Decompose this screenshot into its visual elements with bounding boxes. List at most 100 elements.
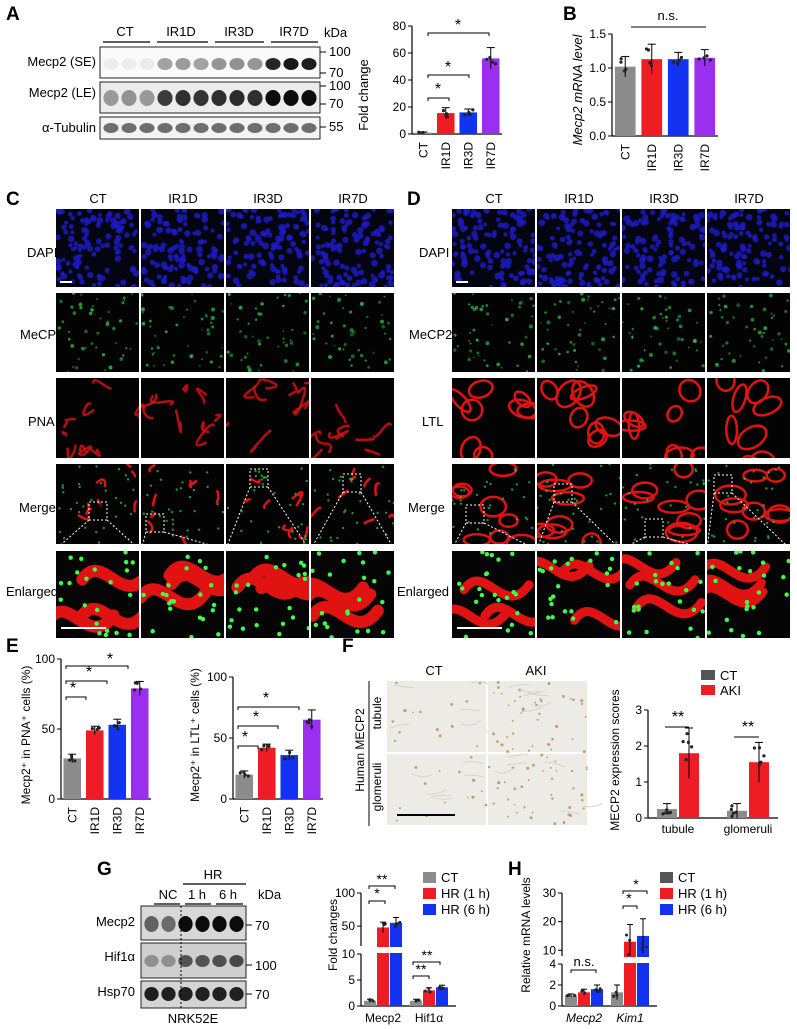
bar-f-glomeruli-aki [749,762,769,818]
chart-g-legend-hr6: HR (6 h) [441,902,490,917]
micro-c-ir3d-row4 [226,551,309,638]
chart-h-legend-hr6: HR (6 h) [678,902,727,917]
xtick-label-e1-ir1d: IR1D [88,807,102,835]
bar-e2-ir7d [302,719,321,799]
xtick-label-e2-ir1d: IR1D [260,807,274,835]
micro-c-ir7d-row0 [311,209,394,287]
chart-e-ltl: 0 50 100 CT IR1D IR3D IR7D [207,670,323,834]
micro-c-ct-row3 [56,464,139,544]
blot-a-strip-le [99,81,321,114]
blot-g-6h: 6 h [219,887,237,902]
ytick-label-e2-2: 100 [207,670,227,684]
micro-d-ct-row1 [452,293,535,372]
ytick-label-f-0: 0 [635,811,642,825]
xtick-label-b-ir1d: IR1D [645,144,659,172]
ytick-label-h-low-2: 4 [549,957,556,971]
chart-a-fold-change: 0 20 40 60 80 CT IR1D IR3D IR7D [393,19,502,169]
panel-d-row-mecp2: MeCP2 [409,327,452,342]
chart-a-ylabel: Fold change [356,59,371,131]
xtick-label-a-ir3d: IR3D [461,142,475,170]
xtick-label-g-0: Mecp2 [365,1011,401,1025]
chart-f-sig-tubule: ** [672,709,684,726]
panel-f-col-aki: AKI [526,663,547,678]
chart-g-sig-1: * [374,885,380,901]
blot-a-row-se: Mecp2 (SE) [27,54,96,69]
micro-d-ir3d-row1 [622,293,705,372]
bar-h-0-0 [565,995,577,1006]
ytick-label-h-high-2: 30 [543,886,557,900]
ytick-label-e1-0: 0 [48,792,55,806]
blot-a-group-ir1d: IR1D [166,24,196,39]
xtick-label-f-tubule: tubule [662,822,695,836]
chart-f-scores: 0 1 2 3 tubule glomeruli [635,703,778,836]
xtick-label-e2-ir3d: IR3D [282,807,296,835]
micro-d-ir1d-row3 [537,464,620,544]
bar-g-0-2 [390,922,402,1006]
blot-g-kda: kDa [258,887,282,902]
bar-a-ir3d [459,112,478,134]
chart-e1-ylabel: Mecp2⁺ in PNA⁺ cells (%) [19,666,33,805]
blot-g-marker-100: 100 [255,958,277,973]
ytick-label-a-0: 0 [399,127,406,141]
panel-c-row-enlarged: Enlarged [6,584,58,599]
panel-c-image-grid [55,209,395,638]
chart-b-ylabel: Mecp2 mRNA level [570,34,585,146]
micro-c-ir3d-row1 [226,293,309,372]
ytick-label-f-2: 2 [635,739,642,753]
micro-c-ir3d-row3 [226,464,309,544]
micro-c-ir1d-row1 [141,293,224,372]
chart-e2-sig-2: * [253,709,259,726]
panel-a-blot: CT IR1D IR3D IR7D kDa Mecp2 (SE) Mecp2 (… [27,24,351,140]
panel-letter-b: B [563,4,577,25]
micro-d-ir3d-row2 [622,378,705,458]
blot-g-cell-line: NRK52E [168,1011,219,1026]
chart-f-ylabel: MECP2 expression scores [608,689,622,830]
bar-e2-ir1d [257,747,276,799]
chart-e1-sig-1: * [70,680,76,697]
panel-d-image-grid [451,209,791,638]
panel-f-legend-aki: AKI [720,683,741,698]
panel-d-col-ct: CT [485,191,502,206]
panel-d-col-ir7d: IR7D [734,191,764,206]
xtick-label-a-ct: CT [416,141,430,158]
bar-f-tubule-aki [679,753,699,818]
blot-g-marker-70b: 70 [255,987,269,1002]
ytick-label-a-4: 80 [393,19,407,33]
chart-a-sig-1: * [435,81,441,98]
chart-g-legend: CT HR (1 h) HR (6 h) [423,870,490,917]
chart-g-ylabel: Fold changes [326,899,340,971]
chart-b-mrna-level: 0.0 0.5 1.0 1.5 CT IR1D IR3D IR7D [589,27,718,171]
xtick-label-e2-ir7d: IR7D [305,807,319,835]
chart-g-fold-changes: 0 5 10 50 100 Mecp2 Hif1α [335,886,456,1025]
panel-c-row-dapi: DAPI [27,245,57,260]
micro-c-ir1d-row0 [141,209,224,287]
chart-g-sig-4: ** [422,947,433,963]
blot-g-nc: NC [159,887,178,902]
bar-e2-ct [235,774,254,799]
chart-e2-ylabel: Mecp2⁺ in LTL⁺ cells (%) [188,668,202,802]
micro-c-ct-row2 [56,378,139,458]
blot-a-marker-100b: 100 [329,78,351,93]
blot-a-group-ir7d: IR7D [279,24,309,39]
micro-d-ir1d-row1 [537,293,620,372]
micro-d-ir7d-row3 [707,464,790,544]
ytick-label-e2-0: 0 [220,792,227,806]
micro-d-ct-row2 [452,378,535,458]
panel-letter-f: F [342,636,354,657]
panel-d-col-ir3d: IR3D [649,191,679,206]
blot-a-marker-55: 55 [329,119,343,134]
xtick-label-b-ir7d: IR7D [698,144,712,172]
micro-d-ct-row0 [452,209,535,287]
panel-c-col-ir1d: IR1D [168,191,198,206]
micro-d-ct-row4 [452,551,535,638]
ytick-label-f-1: 1 [635,775,642,789]
chart-e-pna: 0 50 100 CT IR1D IR3D IR7D [35,652,151,834]
blot-a-marker-70b: 70 [329,96,343,111]
micro-d-ct-row3 [452,464,535,544]
panel-d-row-dapi: DAPI [419,245,449,260]
chart-g-sig-3: ** [416,961,427,977]
blot-g-row-hif1a: Hif1α [104,949,135,964]
panel-c-row-pna: PNA [28,414,55,429]
ytick-label-b-2: 1.0 [589,61,606,75]
